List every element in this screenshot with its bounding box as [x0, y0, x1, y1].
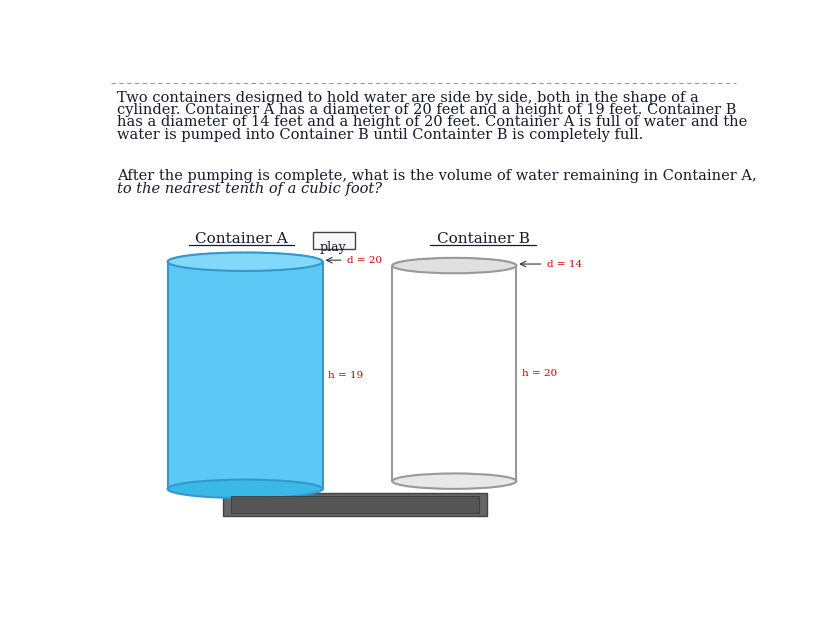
Ellipse shape	[392, 474, 516, 489]
Text: d = 14: d = 14	[548, 260, 582, 269]
Text: Container A: Container A	[195, 233, 287, 246]
Text: h = 19: h = 19	[328, 370, 363, 380]
Text: to the nearest tenth of a cubic foot?: to the nearest tenth of a cubic foot?	[117, 181, 382, 196]
FancyBboxPatch shape	[312, 233, 355, 249]
Text: play: play	[320, 241, 347, 254]
Text: has a diameter of 14 feet and a height of 20 feet. Container A is full of water : has a diameter of 14 feet and a height o…	[117, 115, 748, 129]
Bar	[223, 493, 487, 516]
Bar	[168, 262, 323, 489]
Text: d = 20: d = 20	[348, 256, 382, 265]
Text: cylinder. Container A has a diameter of 20 feet and a height of 19 feet. Contain: cylinder. Container A has a diameter of …	[117, 103, 737, 117]
Text: water is pumped into Container B until Containter B is completely full.: water is pumped into Container B until C…	[117, 128, 643, 142]
Ellipse shape	[168, 479, 323, 498]
Text: Two containers designed to hold water are side by side, both in the shape of a: Two containers designed to hold water ar…	[117, 91, 699, 104]
Text: h = 20: h = 20	[522, 369, 557, 378]
Text: Container B: Container B	[437, 233, 529, 246]
Bar	[231, 495, 479, 513]
Ellipse shape	[168, 253, 323, 271]
Bar	[392, 265, 516, 481]
Text: After the pumping is complete, what is the volume of water remaining in Containe: After the pumping is complete, what is t…	[117, 169, 757, 183]
Ellipse shape	[392, 258, 516, 273]
